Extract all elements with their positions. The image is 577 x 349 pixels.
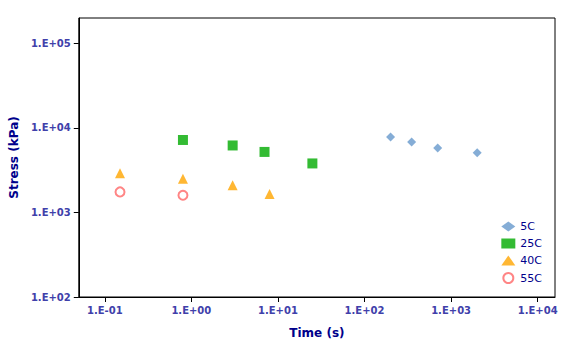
svg-text:1.E+03: 1.E+03 [431, 305, 471, 316]
svg-text:1.E+05: 1.E+05 [31, 38, 71, 49]
svg-text:25C: 25C [520, 237, 542, 250]
svg-text:1.E+02: 1.E+02 [345, 305, 385, 316]
svg-text:5C: 5C [520, 220, 535, 233]
svg-text:1.E+04: 1.E+04 [518, 305, 558, 316]
svg-text:Stress (kPa): Stress (kPa) [7, 116, 21, 198]
svg-text:1.E+04: 1.E+04 [31, 122, 71, 133]
svg-text:1.E+02: 1.E+02 [31, 292, 71, 303]
svg-text:40C: 40C [520, 254, 542, 267]
svg-text:Time (s): Time (s) [289, 326, 344, 340]
svg-text:1.E+03: 1.E+03 [31, 207, 71, 218]
svg-text:1.E-01: 1.E-01 [87, 305, 123, 316]
svg-text:1.E+01: 1.E+01 [258, 305, 298, 316]
svg-text:1.E+00: 1.E+00 [171, 305, 211, 316]
svg-text:55C: 55C [520, 272, 542, 285]
